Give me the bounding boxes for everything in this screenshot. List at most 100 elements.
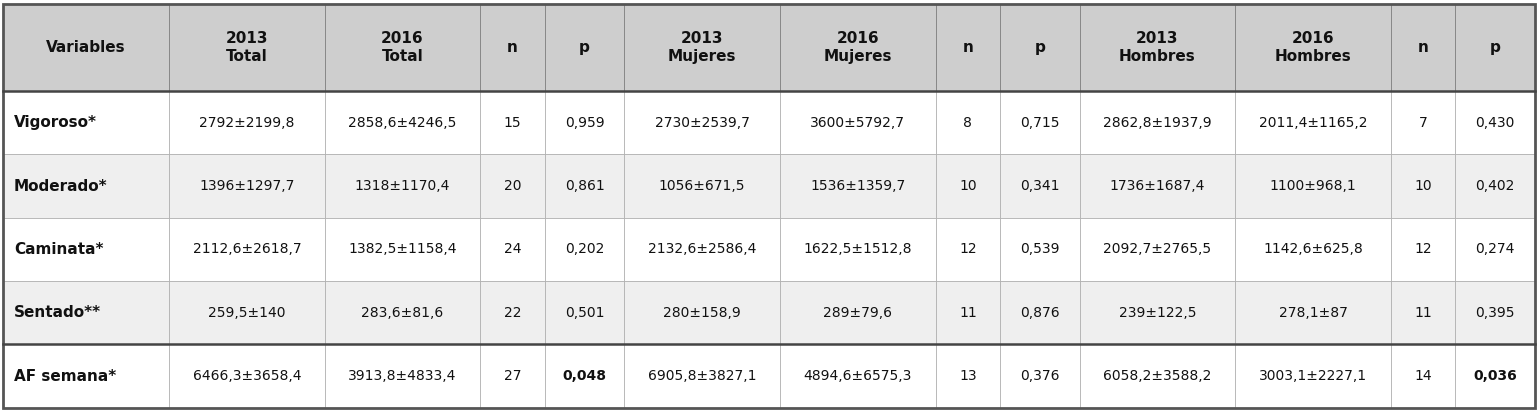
Bar <box>1080 154 1235 218</box>
Bar <box>3 91 169 154</box>
Bar <box>3 154 169 218</box>
Text: 0,715: 0,715 <box>1020 116 1060 130</box>
Text: 1100±968,1: 1100±968,1 <box>1270 179 1357 193</box>
Bar <box>325 154 480 218</box>
Bar <box>1455 4 1535 91</box>
Text: 0,274: 0,274 <box>1475 242 1515 256</box>
Bar <box>780 344 935 408</box>
Text: 10: 10 <box>1415 179 1432 193</box>
Text: 24: 24 <box>504 242 521 256</box>
Bar <box>1080 281 1235 344</box>
Text: 15: 15 <box>504 116 521 130</box>
Text: 2862,8±1937,9: 2862,8±1937,9 <box>1103 116 1212 130</box>
Text: 6058,2±3588,2: 6058,2±3588,2 <box>1103 369 1212 383</box>
Text: AF semana*: AF semana* <box>14 369 115 384</box>
Text: 2132,6±2586,4: 2132,6±2586,4 <box>647 242 757 256</box>
Bar <box>1455 218 1535 281</box>
Text: Caminata*: Caminata* <box>14 242 103 257</box>
Bar <box>325 281 480 344</box>
Text: Sentado**: Sentado** <box>14 305 102 320</box>
Bar <box>480 344 544 408</box>
Bar <box>480 218 544 281</box>
Bar <box>935 344 1000 408</box>
Bar <box>1000 344 1080 408</box>
Text: 0,501: 0,501 <box>564 306 604 320</box>
Bar <box>1000 154 1080 218</box>
Bar <box>169 218 325 281</box>
Text: 1318±1170,4: 1318±1170,4 <box>355 179 451 193</box>
Bar <box>624 154 780 218</box>
Text: 6905,8±3827,1: 6905,8±3827,1 <box>647 369 757 383</box>
Bar <box>1235 344 1390 408</box>
Bar <box>1000 4 1080 91</box>
Text: 2858,6±4246,5: 2858,6±4246,5 <box>348 116 457 130</box>
Text: 239±122,5: 239±122,5 <box>1118 306 1197 320</box>
Text: p: p <box>1490 40 1501 55</box>
Bar <box>1000 91 1080 154</box>
Bar <box>1000 218 1080 281</box>
Bar <box>1235 218 1390 281</box>
Bar <box>544 154 624 218</box>
Bar <box>169 4 325 91</box>
Text: 2013
Mujeres: 2013 Mujeres <box>667 31 737 64</box>
Bar <box>1455 91 1535 154</box>
Bar <box>169 91 325 154</box>
Text: 0,341: 0,341 <box>1020 179 1060 193</box>
Bar <box>1235 4 1390 91</box>
Text: 3913,8±4833,4: 3913,8±4833,4 <box>348 369 457 383</box>
Bar <box>935 4 1000 91</box>
Bar <box>624 218 780 281</box>
Bar <box>480 4 544 91</box>
Bar <box>1080 218 1235 281</box>
Text: 10: 10 <box>960 179 977 193</box>
Text: 289±79,6: 289±79,6 <box>823 306 892 320</box>
Bar <box>325 4 480 91</box>
Text: p: p <box>580 40 591 55</box>
Bar <box>935 218 1000 281</box>
Text: n: n <box>963 40 974 55</box>
Bar <box>624 4 780 91</box>
Bar <box>544 4 624 91</box>
Text: 22: 22 <box>504 306 521 320</box>
Text: 20: 20 <box>504 179 521 193</box>
Bar <box>1080 91 1235 154</box>
Bar <box>935 281 1000 344</box>
Bar <box>3 281 169 344</box>
Bar <box>1390 218 1455 281</box>
Text: 2730±2539,7: 2730±2539,7 <box>655 116 749 130</box>
Bar <box>1455 154 1535 218</box>
Bar <box>1390 344 1455 408</box>
Bar <box>3 344 169 408</box>
Text: 3600±5792,7: 3600±5792,7 <box>811 116 906 130</box>
Text: 2013
Hombres: 2013 Hombres <box>1120 31 1197 64</box>
Text: Vigoroso*: Vigoroso* <box>14 115 97 130</box>
Text: 27: 27 <box>504 369 521 383</box>
Bar <box>1080 4 1235 91</box>
Bar <box>325 218 480 281</box>
Bar <box>169 281 325 344</box>
Text: 0,861: 0,861 <box>564 179 604 193</box>
Text: 2011,4±1165,2: 2011,4±1165,2 <box>1260 116 1367 130</box>
Text: 0,048: 0,048 <box>563 369 606 383</box>
Bar <box>624 344 780 408</box>
Text: 2016
Mujeres: 2016 Mujeres <box>824 31 892 64</box>
Bar <box>780 154 935 218</box>
Text: 7: 7 <box>1420 116 1427 130</box>
Text: 0,430: 0,430 <box>1475 116 1515 130</box>
Text: 0,876: 0,876 <box>1020 306 1060 320</box>
Bar <box>780 218 935 281</box>
Bar <box>544 344 624 408</box>
Bar <box>1000 281 1080 344</box>
Bar <box>1390 154 1455 218</box>
Bar <box>780 281 935 344</box>
Bar <box>935 154 1000 218</box>
Text: 1736±1687,4: 1736±1687,4 <box>1110 179 1206 193</box>
Bar <box>780 4 935 91</box>
Text: 4894,6±6575,3: 4894,6±6575,3 <box>804 369 912 383</box>
Text: 1396±1297,7: 1396±1297,7 <box>198 179 294 193</box>
Text: 1536±1359,7: 1536±1359,7 <box>811 179 906 193</box>
Bar <box>1390 91 1455 154</box>
Bar <box>3 4 169 91</box>
Bar <box>1390 281 1455 344</box>
Bar <box>1235 281 1390 344</box>
